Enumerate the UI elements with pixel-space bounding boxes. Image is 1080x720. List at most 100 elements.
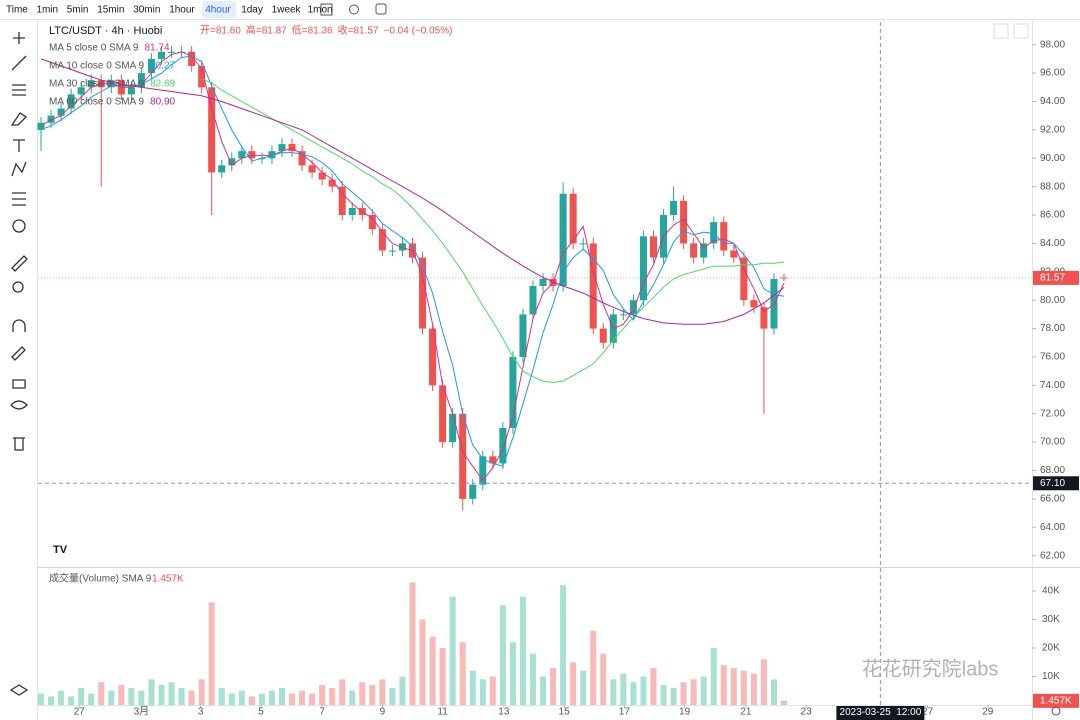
candle-body xyxy=(168,51,176,53)
candle-body xyxy=(519,314,527,357)
volume-bar xyxy=(339,679,346,705)
y2-tick-label: 30K xyxy=(1042,614,1060,625)
last-price-box xyxy=(1033,270,1079,285)
candle-body xyxy=(308,165,316,173)
icon[interactable] xyxy=(349,4,359,15)
x-tick-label: 21 xyxy=(740,707,752,718)
x-tick-label: 3 xyxy=(198,707,204,718)
tool-lock[interactable] xyxy=(12,379,26,389)
candle-body xyxy=(298,151,306,166)
y-tick-label: 80.00 xyxy=(1040,295,1065,306)
candle-body xyxy=(459,413,467,499)
settings-icon[interactable] xyxy=(1051,706,1061,716)
candle-body xyxy=(449,413,457,443)
icon[interactable] xyxy=(320,3,333,16)
x-tick-label: 5 xyxy=(258,707,264,718)
candle-body xyxy=(730,250,738,258)
tool-zoom[interactable] xyxy=(12,281,24,293)
volume-bar xyxy=(590,630,597,705)
volume-bar xyxy=(319,685,326,705)
tool-line[interactable] xyxy=(11,55,27,71)
candle-body xyxy=(238,151,246,159)
tool-pattern[interactable] xyxy=(11,161,27,177)
x-tick-label: 19 xyxy=(679,707,691,718)
tool-layers[interactable] xyxy=(9,684,29,696)
interval[interactable]: 5min xyxy=(67,5,89,16)
y-tick-label: 66.00 xyxy=(1040,494,1065,505)
volume-bar xyxy=(359,682,366,705)
tool-brush[interactable] xyxy=(10,112,28,126)
volume-bar xyxy=(469,670,476,705)
x-tick-label: 9 xyxy=(380,707,386,718)
tool-crosshair[interactable] xyxy=(13,32,25,44)
candle-body xyxy=(539,278,547,286)
volume-bar xyxy=(349,690,356,705)
y2-tick-label: 10K xyxy=(1042,671,1060,682)
interval[interactable]: 1hour xyxy=(169,5,195,16)
y-tick-label: 78.00 xyxy=(1040,323,1065,334)
y-tick-label: 70.00 xyxy=(1040,437,1065,448)
candle-body xyxy=(368,215,376,230)
legend-value: 81.74 xyxy=(145,43,170,54)
x-tick-label: 29 xyxy=(982,707,994,718)
x-tick-label: 27 xyxy=(922,707,934,718)
volume-bar xyxy=(630,682,637,705)
icon[interactable] xyxy=(375,3,387,15)
volume-bar xyxy=(289,693,296,705)
y-tick-label: 94.00 xyxy=(1040,96,1065,107)
y-tick-label: 62.00 xyxy=(1040,550,1065,561)
volume-bar xyxy=(550,667,557,705)
interval[interactable]: Time xyxy=(6,5,28,16)
interval[interactable]: 4hour xyxy=(205,5,231,16)
interval[interactable]: 1day xyxy=(241,5,263,16)
interval[interactable]: 1mon xyxy=(308,5,333,16)
tool-eye[interactable] xyxy=(10,400,28,410)
button[interactable] xyxy=(993,23,1009,39)
legend-value: 80.90 xyxy=(150,97,175,108)
volume-bar xyxy=(529,653,537,705)
volume-bar xyxy=(168,682,175,705)
volume-bar xyxy=(158,685,165,705)
interval[interactable]: 1min xyxy=(36,5,58,16)
candle-body xyxy=(559,193,567,286)
crosshair-x-label: 2023-03-25 12:00 xyxy=(840,707,922,718)
volume-bar xyxy=(740,670,747,705)
candle-body xyxy=(639,236,647,301)
tool-emoji[interactable] xyxy=(12,219,26,233)
volume-legend: 成交量(Volume) SMA 9 xyxy=(49,572,152,585)
volume-bar xyxy=(660,685,667,705)
volume-bar xyxy=(238,690,245,705)
candle-body xyxy=(398,243,406,251)
volume-bar xyxy=(419,619,426,705)
candle-body xyxy=(509,356,517,428)
volume-bar xyxy=(128,687,135,705)
top-icons xyxy=(320,3,387,16)
interval[interactable]: 15min xyxy=(97,5,124,16)
x-tick-label: 23 xyxy=(801,707,813,718)
tool-trash[interactable] xyxy=(13,437,25,451)
x-tick-label: 27 xyxy=(74,707,86,718)
candle-body xyxy=(720,222,728,251)
interval[interactable]: 30min xyxy=(133,5,160,16)
tool-lines[interactable] xyxy=(12,84,26,96)
tool-magnet[interactable] xyxy=(12,319,26,332)
tool-ruler[interactable] xyxy=(11,255,28,272)
interval[interactable]: 1week xyxy=(272,5,302,16)
candle-body xyxy=(579,243,587,245)
volume-bar xyxy=(329,687,336,705)
tool-text[interactable] xyxy=(13,139,25,152)
volume-bar xyxy=(88,693,95,705)
volume-bar xyxy=(309,693,316,705)
volume-bar xyxy=(770,679,777,705)
tool-lock-draw[interactable] xyxy=(11,346,26,361)
candle-body xyxy=(328,179,336,187)
button[interactable] xyxy=(1013,23,1029,39)
ma-line xyxy=(40,51,785,482)
ma-line xyxy=(40,58,785,325)
candle-body xyxy=(67,94,75,109)
y2-tick-label: 20K xyxy=(1042,643,1060,654)
candle-body xyxy=(740,257,748,301)
candle-body xyxy=(629,300,637,315)
tool-fib[interactable] xyxy=(12,192,26,206)
